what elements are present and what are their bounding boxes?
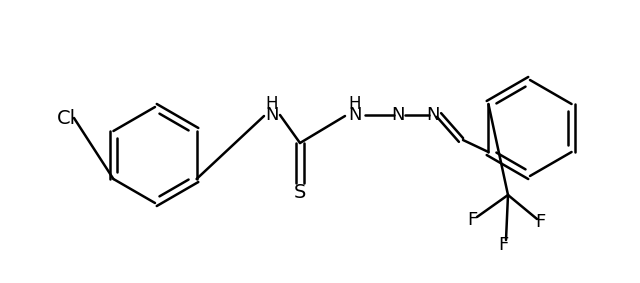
Text: N: N [348,106,362,124]
Text: S: S [294,183,306,203]
Text: H: H [349,95,361,113]
Text: N: N [426,106,440,124]
Text: F: F [498,236,508,254]
Text: Cl: Cl [57,108,76,128]
Text: N: N [391,106,404,124]
Text: F: F [467,211,477,229]
Text: F: F [535,213,545,231]
Text: H: H [266,95,278,113]
Text: N: N [265,106,279,124]
